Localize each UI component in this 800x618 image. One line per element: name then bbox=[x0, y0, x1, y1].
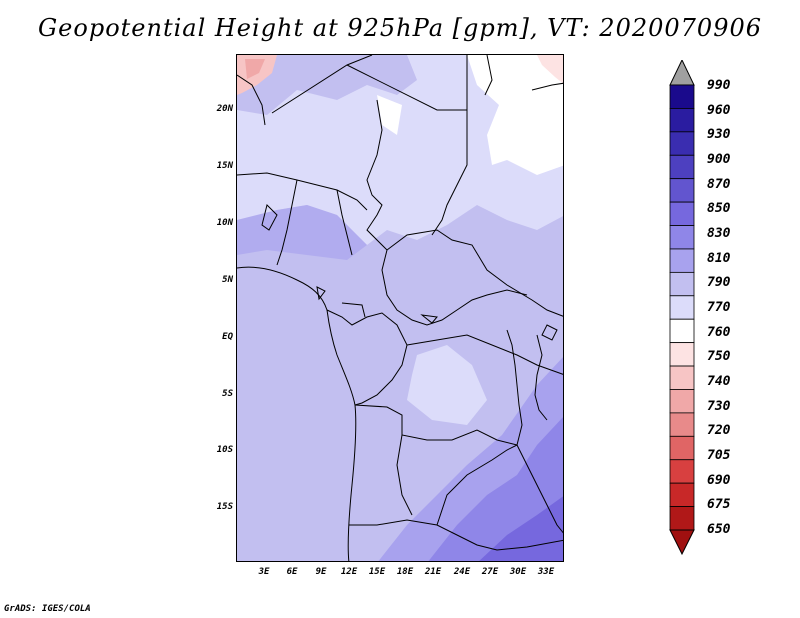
colorbar-label: 705 bbox=[707, 448, 731, 463]
colorbar bbox=[669, 60, 695, 556]
colorbar-cell bbox=[669, 154, 695, 180]
colorbar-cell bbox=[669, 271, 695, 297]
colorbar-cell bbox=[669, 459, 695, 484]
colorbar-bottom-cap bbox=[669, 529, 695, 556]
colorbar-label: 790 bbox=[707, 275, 731, 290]
field-darkest-southeast bbox=[479, 496, 563, 561]
field-near-white-patch bbox=[377, 95, 402, 135]
lat-label: 15N bbox=[216, 161, 233, 171]
colorbar-cell bbox=[669, 482, 695, 507]
colorbar-cell bbox=[669, 342, 695, 367]
colorbar-label: 930 bbox=[707, 127, 731, 142]
colorbar-cell bbox=[669, 506, 695, 531]
colorbar-label: 720 bbox=[707, 423, 731, 438]
field-pink-dark-northwest bbox=[245, 59, 265, 79]
colorbar-label: 770 bbox=[707, 300, 731, 315]
lat-label: EQ bbox=[222, 332, 233, 342]
lon-label: 3E bbox=[258, 567, 270, 577]
map-plot-area bbox=[236, 54, 564, 562]
colorbar-cell bbox=[669, 435, 695, 461]
lon-label: 15E bbox=[368, 567, 386, 577]
colorbar-label: 830 bbox=[707, 226, 731, 241]
colorbar-cell bbox=[669, 389, 695, 414]
colorbar-top-cap bbox=[669, 60, 695, 86]
lon-label: 9E bbox=[315, 567, 327, 577]
colorbar-cell bbox=[669, 295, 695, 320]
colorbar-label: 810 bbox=[707, 251, 731, 266]
colorbar-label: 960 bbox=[707, 103, 731, 118]
colorbar-label: 900 bbox=[707, 152, 731, 167]
map-canvas bbox=[237, 55, 563, 561]
colorbar-label: 740 bbox=[707, 374, 731, 389]
colorbar-cell bbox=[669, 178, 695, 203]
colorbar-label: 750 bbox=[707, 349, 731, 364]
colorbar-label: 870 bbox=[707, 177, 731, 192]
colorbar-label: 730 bbox=[707, 399, 731, 414]
lat-label: 15S bbox=[216, 502, 233, 512]
colorbar-label: 690 bbox=[707, 473, 731, 488]
lon-label: 30E bbox=[509, 567, 527, 577]
field-light-central bbox=[407, 345, 487, 425]
grads-credit: GrADS: IGES/COLA bbox=[4, 604, 91, 614]
lon-label: 6E bbox=[286, 567, 298, 577]
colorbar-label: 675 bbox=[707, 497, 731, 512]
colorbar-label: 650 bbox=[707, 522, 731, 537]
lon-label: 21E bbox=[424, 567, 442, 577]
field-near-white-northeast bbox=[467, 55, 563, 175]
colorbar-label: 990 bbox=[707, 78, 731, 93]
colorbar-cell bbox=[669, 201, 695, 226]
colorbar-cell bbox=[669, 248, 695, 273]
colorbar-cell bbox=[669, 131, 695, 156]
colorbar-cell bbox=[669, 225, 695, 250]
colorbar-cell bbox=[669, 365, 695, 390]
field-light-lavender bbox=[237, 55, 563, 245]
lat-label: 20N bbox=[216, 104, 233, 114]
field-light-west bbox=[237, 205, 367, 260]
colorbar-cell bbox=[669, 108, 695, 133]
lon-label: 18E bbox=[396, 567, 414, 577]
lon-label: 33E bbox=[537, 567, 555, 577]
chart-title: Geopotential Height at 925hPa [gpm], VT:… bbox=[38, 14, 762, 42]
field-light-lavender-north bbox=[237, 55, 417, 115]
lon-label: 24E bbox=[453, 567, 471, 577]
lat-label: 5S bbox=[222, 389, 233, 399]
country-borders bbox=[237, 55, 563, 561]
lon-label: 12E bbox=[340, 567, 358, 577]
lat-label: 10S bbox=[216, 445, 233, 455]
lat-label: 5N bbox=[222, 275, 233, 285]
colorbar-label: 760 bbox=[707, 325, 731, 340]
lat-label: 10N bbox=[216, 218, 233, 228]
colorbar-label: 850 bbox=[707, 201, 731, 216]
colorbar-cell bbox=[669, 84, 695, 109]
colorbar-cell bbox=[669, 412, 695, 437]
lon-label: 27E bbox=[481, 567, 499, 577]
colorbar-cell bbox=[669, 318, 695, 344]
field-pink-northeast bbox=[537, 55, 563, 84]
